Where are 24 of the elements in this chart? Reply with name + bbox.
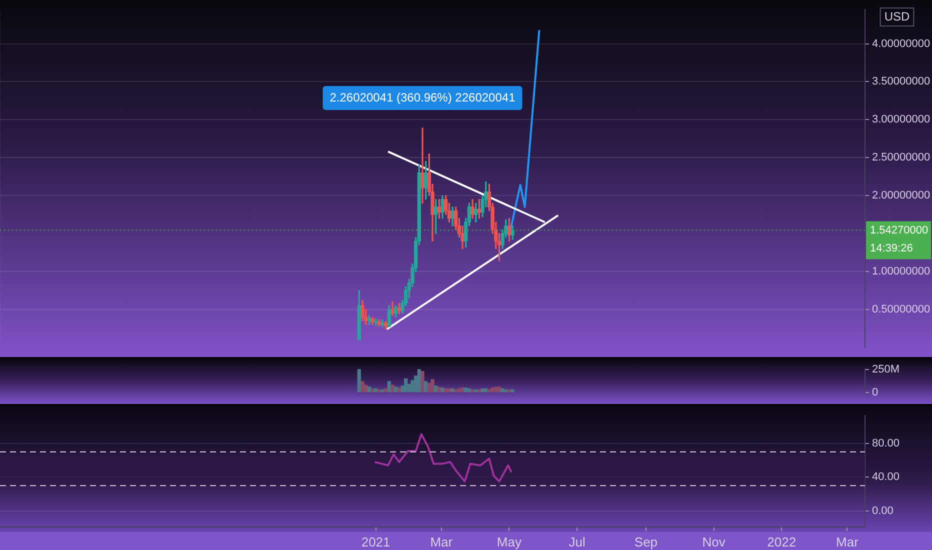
y-tick-label: 4.00000000 [872,38,930,50]
y-tick-label: 0.50000000 [872,303,930,316]
y-tick-label: 3.00000000 [872,114,930,126]
x-tick-label: Jul [568,534,586,550]
y-tick-label: 3.50000000 [872,76,930,88]
x-tick-label: Nov [702,534,726,550]
x-tick-label: Mar [836,534,860,550]
x-tick-label: Sep [634,534,658,550]
y-tick-label: 2.50000000 [872,152,930,164]
x-tick-label: 2021 [361,534,390,550]
x-tick-label: May [496,534,522,550]
y-tick-label: 80.00 [872,437,900,450]
y-tick-label: 40.00 [872,471,900,484]
x-tick-label: Mar [430,534,454,550]
ref-line-label: 1.54270000 [870,224,928,236]
y-tick-label: 1.00000000 [872,266,930,278]
y-tick-label: 0.00 [872,504,894,517]
y-tick-label: 2.00000000 [872,190,930,202]
x-tick-label: 2022 [767,534,796,550]
y-tick-label: 0 [872,386,878,398]
y-tick-label: 250M [872,364,900,376]
annotation: 2.26020041 (360.96%) 226020041 [330,90,516,104]
text: USD [884,9,910,24]
text: 14:39:26 [870,242,913,254]
